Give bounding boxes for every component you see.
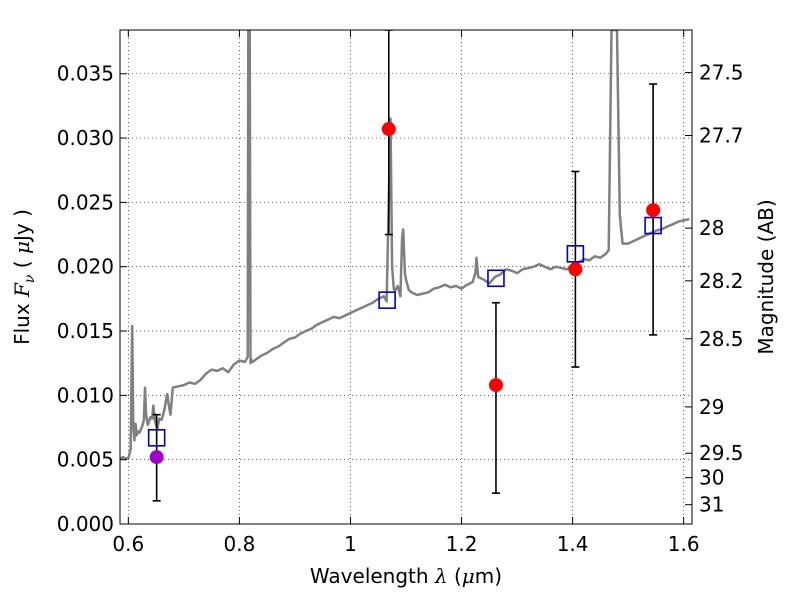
observed-point-marker	[568, 262, 583, 277]
y2-axis-label: Magnitude (AB)	[754, 199, 778, 354]
model-square-marker	[147, 429, 166, 447]
x-tick-label: 1	[344, 532, 357, 556]
y-tick-label: 0.010	[57, 383, 114, 407]
x-tick-label: 0.8	[223, 532, 255, 556]
y2-tick-label: 27.5	[699, 60, 744, 84]
observed-point-marker	[381, 122, 396, 137]
x-tick-label: 1.2	[446, 532, 478, 556]
y2-tick-label: 28	[699, 216, 724, 240]
y2-tick-label: 27.7	[699, 123, 744, 147]
model-square-marker	[566, 245, 585, 263]
y-tick-label: 0.030	[57, 126, 114, 150]
y-tick-label: 0.025	[57, 190, 114, 214]
tick-labels: 0.6 0.8 1 1.2 1.4 1.6 0.000 0.005 0.010 0.015 0.02…	[57, 60, 744, 556]
y-tick-label: 0.035	[57, 62, 114, 86]
y2-tick-label: 30	[699, 466, 724, 490]
y-axis-label: Flux Fν ( μJy )	[10, 209, 38, 345]
observed-point-marker	[149, 450, 164, 465]
data-area	[120, 30, 690, 502]
y-tick-label: 0.005	[57, 448, 114, 472]
y2-tick-label: 29	[699, 395, 724, 419]
y-tick-label: 0.020	[57, 255, 114, 279]
plot-frame	[119, 29, 693, 525]
x-axis-label: Wavelength λ (μm)	[310, 564, 502, 588]
y2-tick-label: 28.2	[699, 269, 744, 293]
y2-tick-label: 28.5	[699, 327, 744, 351]
x-tick-label: 1.6	[668, 532, 700, 556]
model-square-marker	[378, 291, 396, 309]
y-tick-label: 0.000	[57, 512, 114, 536]
model-square-marker	[487, 269, 505, 288]
observed-point-marker	[646, 203, 661, 218]
observed-point-marker	[488, 378, 503, 393]
y2-tick-label: 31	[699, 493, 724, 517]
x-tick-label: 1.4	[557, 532, 589, 556]
axes	[119, 29, 693, 525]
y2-tick-label: 29.5	[699, 441, 744, 465]
x-tick-label: 0.6	[112, 532, 144, 556]
y-tick-label: 0.015	[57, 319, 114, 343]
model-square-marker	[644, 216, 662, 235]
